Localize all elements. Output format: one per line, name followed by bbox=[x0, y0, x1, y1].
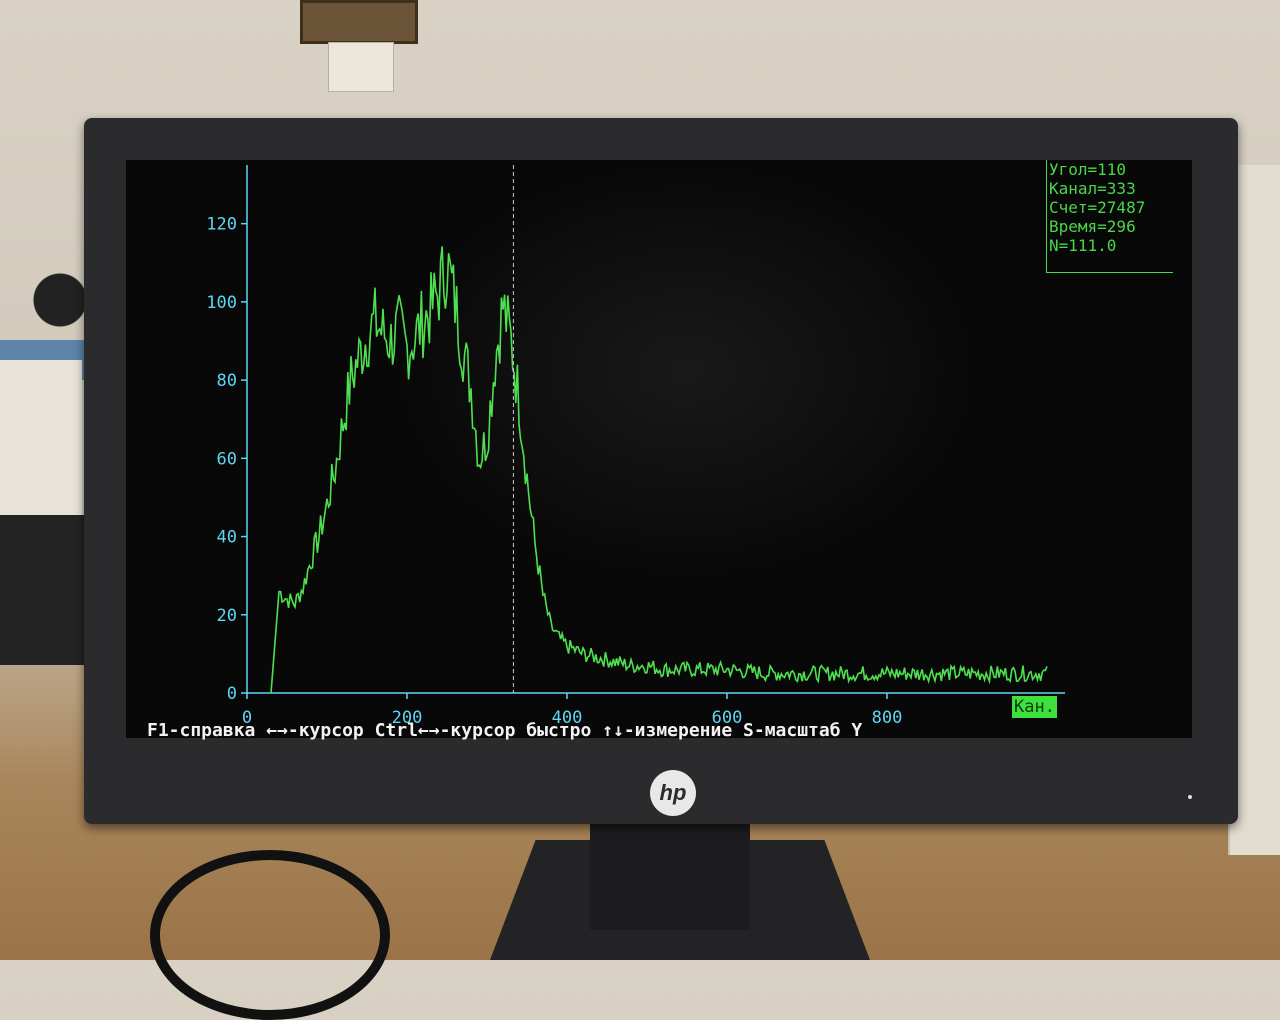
x-tick-label: 0 bbox=[242, 708, 252, 728]
x-tick-label: 800 bbox=[872, 708, 903, 728]
angle-readout: Угол=110 bbox=[1049, 160, 1127, 179]
count-readout: Счет=27487 bbox=[1049, 198, 1146, 217]
spectrum-trace-group bbox=[270, 246, 1048, 694]
x-axis-label: Кан. bbox=[1012, 696, 1057, 718]
lab-instrument bbox=[0, 515, 84, 665]
x-tick-label: 400 bbox=[552, 708, 583, 728]
power-led bbox=[1188, 795, 1192, 799]
x-tick-label: 200 bbox=[392, 708, 423, 728]
hp-logo: hp bbox=[650, 770, 696, 816]
measurement-info-panel: Угол=110 Канал=333 Счет=27487 Время=296 … bbox=[1046, 160, 1173, 273]
wall-notice bbox=[328, 42, 394, 92]
channel-readout: Канал=333 bbox=[1049, 179, 1136, 198]
screen-glare bbox=[126, 160, 1192, 738]
monitor-stand-neck bbox=[590, 820, 750, 930]
spectrum-trace bbox=[270, 246, 1048, 694]
y-tick-label: 120 bbox=[206, 215, 237, 235]
spectrum-chart: 0 20 40 60 80 100 120 0 200 400 600 800 bbox=[206, 165, 1065, 728]
y-tick-label: 80 bbox=[217, 371, 237, 391]
y-tick-label: 0 bbox=[227, 684, 237, 704]
y-tick-label: 20 bbox=[217, 606, 237, 626]
help-bar: F1-справка ←→-курсор Ctrl←→-курсор быстр… bbox=[147, 720, 863, 741]
time-readout: Время=296 bbox=[1049, 217, 1136, 236]
chart-ticks: 0 20 40 60 80 100 120 0 200 400 600 800 bbox=[206, 215, 902, 728]
background-box bbox=[0, 360, 82, 520]
x-tick-label: 600 bbox=[712, 708, 743, 728]
y-tick-label: 60 bbox=[217, 449, 237, 469]
y-tick-label: 100 bbox=[206, 293, 237, 313]
screen bbox=[126, 160, 1192, 738]
n-readout: N=111.0 bbox=[1049, 236, 1117, 255]
chart-axes bbox=[246, 165, 1065, 694]
y-tick-label: 40 bbox=[217, 528, 237, 548]
